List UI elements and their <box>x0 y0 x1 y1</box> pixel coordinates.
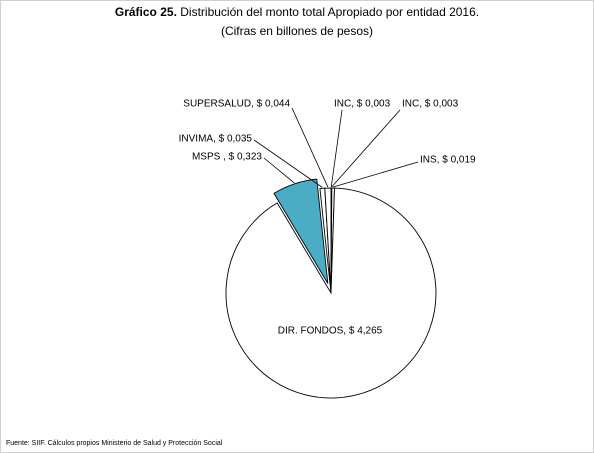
title-prefix: Gráfico 25. <box>115 5 177 19</box>
pie-slice <box>324 187 332 294</box>
data-label: INC, $ 0,003 <box>402 99 459 110</box>
data-label: INVIMA, $ 0,035 <box>179 134 253 145</box>
leader-line <box>331 109 401 188</box>
chart-subtitle: (Cifras en billones de pesos) <box>221 24 373 38</box>
data-label: DIR. FONDOS, $ 4,265 <box>278 326 383 337</box>
source-note: Fuente: SIIF. Cálculos propios Ministeri… <box>6 440 223 447</box>
leader-line <box>330 109 343 188</box>
leader-line <box>253 139 323 188</box>
data-label: INC, $ 0,003 <box>334 99 391 110</box>
data-label: SUPERSALUD, $ 0,044 <box>183 99 290 110</box>
chart-title: Distribución del monto total Apropiado p… <box>180 5 479 19</box>
leader-line <box>333 161 419 188</box>
chart-title-line: Gráfico 25. Distribución del monto total… <box>115 5 479 19</box>
data-label: INS, $ 0,019 <box>420 155 476 166</box>
leader-line <box>263 157 295 184</box>
leader-line <box>291 107 329 188</box>
data-label: MSPS , $ 0,323 <box>192 152 262 163</box>
pie-slice <box>273 178 329 284</box>
